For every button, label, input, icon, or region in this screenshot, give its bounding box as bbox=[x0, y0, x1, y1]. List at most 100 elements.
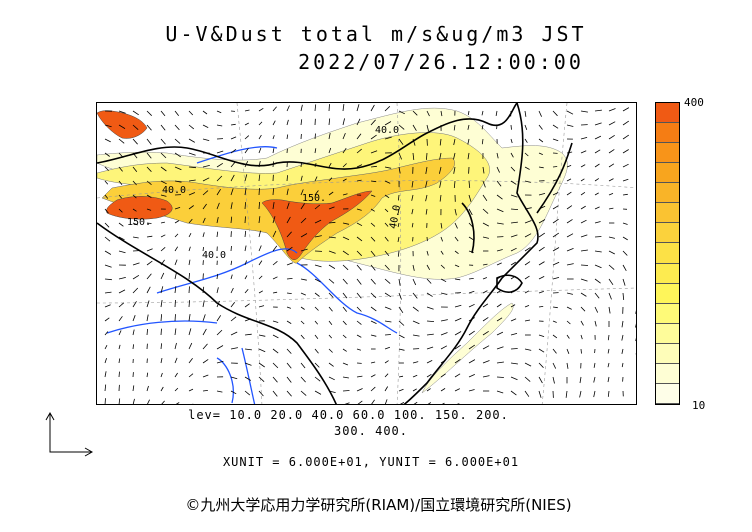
wind-arrow bbox=[426, 360, 433, 364]
wind-arrow bbox=[258, 376, 265, 382]
wind-arrow bbox=[244, 188, 247, 196]
wind-arrow bbox=[174, 259, 178, 266]
wind-arrow bbox=[202, 177, 210, 182]
wind-arrow bbox=[621, 320, 624, 328]
wind-arrow bbox=[300, 175, 303, 182]
wind-arrow bbox=[272, 260, 278, 266]
wind-arrow bbox=[496, 390, 504, 394]
vector-units: XUNIT = 6.000E+01, YUNIT = 6.000E+01 bbox=[222, 455, 520, 469]
wind-arrow bbox=[426, 346, 434, 350]
wind-arrow bbox=[566, 362, 569, 369]
contour-label: 150. bbox=[302, 193, 326, 204]
wind-arrow bbox=[174, 357, 178, 364]
wind-arrow bbox=[370, 194, 376, 197]
wind-arrow bbox=[467, 152, 470, 160]
wind-arrow bbox=[482, 194, 488, 202]
wind-arrow bbox=[510, 333, 518, 336]
wind-arrow bbox=[384, 194, 390, 199]
wind-arrow bbox=[146, 385, 149, 392]
wind-arrow bbox=[426, 373, 432, 378]
wind-arrow bbox=[552, 179, 558, 182]
wind-arrow bbox=[258, 362, 265, 368]
wind-arrow bbox=[314, 348, 319, 354]
wind-arrow bbox=[370, 104, 375, 112]
wind-arrow bbox=[552, 205, 559, 210]
wind-arrow bbox=[342, 362, 349, 366]
wind-arrow bbox=[370, 150, 378, 154]
wind-arrow bbox=[356, 375, 363, 378]
wind-arrow bbox=[328, 278, 335, 284]
wind-arrow bbox=[244, 318, 252, 322]
wind-arrow bbox=[412, 320, 420, 325]
wind-arrow bbox=[370, 320, 377, 324]
wind-arrow bbox=[496, 346, 504, 350]
wind-arrow bbox=[160, 180, 167, 185]
wind-arrow bbox=[566, 191, 572, 196]
wind-arrow bbox=[188, 286, 190, 294]
wind-arrow bbox=[608, 250, 615, 255]
wind-arrow bbox=[342, 222, 350, 225]
wind-arrow bbox=[468, 250, 474, 253]
wind-arrow bbox=[608, 264, 615, 270]
dust-map: 40.0 40.0 150. 150. 40.0 40.0 bbox=[96, 102, 637, 405]
wind-arrow bbox=[566, 165, 572, 168]
wind-arrow bbox=[580, 320, 584, 326]
wind-arrow bbox=[132, 180, 137, 186]
wind-arrow bbox=[146, 110, 152, 116]
wind-arrow bbox=[230, 216, 233, 224]
wind-arrow bbox=[118, 371, 120, 378]
wind-arrow bbox=[342, 306, 348, 312]
wind-arrow bbox=[174, 314, 176, 322]
colorbar-min-label: 10 bbox=[692, 399, 706, 412]
wind-arrow bbox=[160, 372, 163, 378]
wind-arrow bbox=[160, 259, 165, 266]
wind-arrow bbox=[188, 373, 194, 378]
wind-arrow bbox=[356, 118, 361, 126]
wind-arrow bbox=[580, 306, 586, 312]
wind-arrow bbox=[398, 388, 404, 392]
wind-arrow bbox=[538, 232, 546, 238]
wind-arrow bbox=[496, 208, 504, 213]
wind-arrow bbox=[454, 208, 457, 216]
wind-arrow bbox=[524, 290, 530, 294]
wind-arrow bbox=[230, 245, 232, 252]
wind-arrow bbox=[524, 247, 531, 252]
wind-arrow bbox=[622, 178, 629, 182]
wind-arrow bbox=[622, 292, 625, 300]
wind-arrow bbox=[188, 314, 191, 322]
wind-arrow bbox=[594, 320, 597, 327]
wind-arrow bbox=[456, 403, 460, 404]
wind-arrow bbox=[244, 216, 246, 224]
wind-arrow bbox=[524, 220, 532, 224]
wind-arrow bbox=[314, 190, 319, 196]
wind-arrow bbox=[357, 400, 363, 404]
wind-arrow bbox=[328, 292, 334, 298]
wind-arrow bbox=[370, 264, 376, 271]
wind-arrow bbox=[411, 208, 414, 215]
wind-arrow bbox=[202, 217, 206, 224]
wind-arrow bbox=[356, 179, 362, 182]
wind-arrow bbox=[426, 124, 429, 132]
wind-arrow bbox=[426, 306, 434, 310]
wind-arrow bbox=[118, 344, 121, 350]
wind-arrow bbox=[188, 259, 191, 266]
wind-arrow bbox=[314, 162, 317, 168]
wind-arrow bbox=[244, 260, 247, 266]
wind-arrow bbox=[118, 330, 122, 336]
wind-arrow bbox=[230, 347, 238, 350]
wind-arrow bbox=[188, 152, 196, 156]
wind-arrow bbox=[608, 306, 611, 314]
wind-arrow bbox=[608, 292, 612, 300]
wind-arrow bbox=[328, 236, 336, 239]
wind-arrow bbox=[230, 301, 236, 308]
wind-arrow bbox=[314, 320, 319, 325]
wind-arrow bbox=[538, 152, 543, 155]
colorbar-segment bbox=[656, 143, 679, 164]
wind-arrow bbox=[580, 137, 588, 140]
colorbar-segment bbox=[656, 383, 679, 404]
wind-arrow bbox=[622, 193, 628, 196]
wind-arrow bbox=[132, 301, 137, 308]
wind-arrow bbox=[272, 148, 275, 154]
wind-arrow bbox=[146, 300, 150, 308]
wind-arrow bbox=[398, 152, 402, 160]
